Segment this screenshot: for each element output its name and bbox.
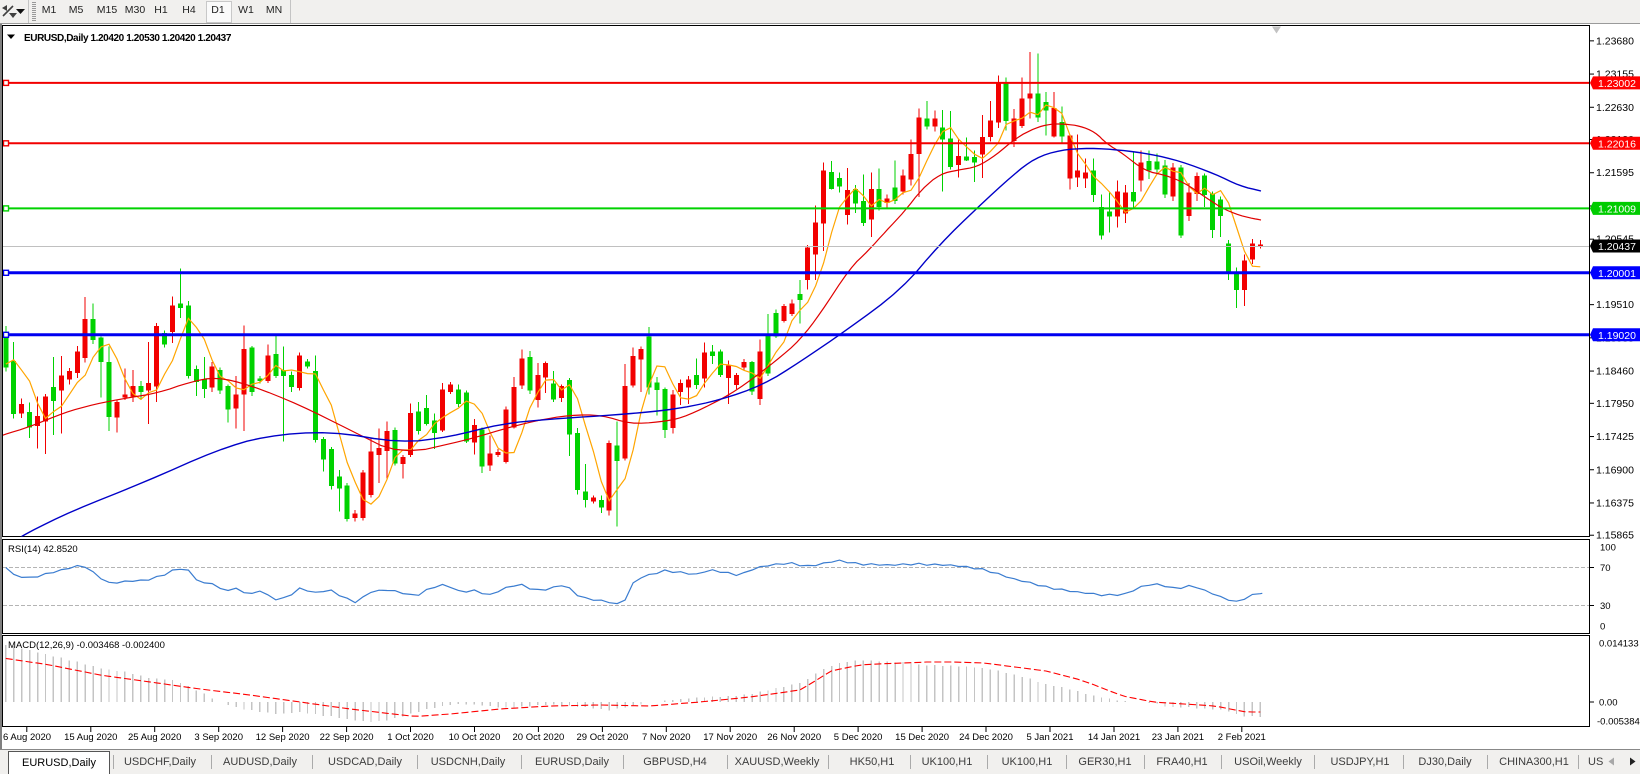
svg-text:23 Jan 2021: 23 Jan 2021 [1152,732,1204,743]
svg-text:RSI(14) 42.8520: RSI(14) 42.8520 [8,544,78,555]
svg-text:12 Sep 2020: 12 Sep 2020 [256,732,310,743]
svg-text:1.18460: 1.18460 [1596,366,1634,378]
svg-text:1.22630: 1.22630 [1596,102,1634,114]
svg-text:1.21009: 1.21009 [1598,203,1636,215]
svg-text:29 Oct 2020: 29 Oct 2020 [577,732,629,743]
svg-text:1.16900: 1.16900 [1596,464,1634,476]
svg-text:1.23680: 1.23680 [1596,35,1634,47]
svg-text:0: 0 [1600,622,1605,633]
svg-text:0.014133: 0.014133 [1599,639,1639,650]
svg-text:70: 70 [1600,563,1611,574]
svg-text:3 Sep 2020: 3 Sep 2020 [194,732,243,743]
svg-text:1 Oct 2020: 1 Oct 2020 [387,732,433,743]
svg-text:7 Nov 2020: 7 Nov 2020 [642,732,691,743]
svg-text:15 Dec 2020: 15 Dec 2020 [895,732,949,743]
svg-text:17 Nov 2020: 17 Nov 2020 [703,732,757,743]
svg-text:6 Aug 2020: 6 Aug 2020 [3,732,51,743]
svg-text:100: 100 [1600,543,1616,554]
svg-text:5 Jan 2021: 5 Jan 2021 [1026,732,1073,743]
svg-text:1.19510: 1.19510 [1596,299,1634,311]
svg-text:14 Jan 2021: 14 Jan 2021 [1088,732,1140,743]
svg-text:1.20001: 1.20001 [1598,268,1636,280]
svg-text:1.21595: 1.21595 [1596,167,1634,179]
svg-text:1.20437: 1.20437 [1598,241,1636,253]
svg-text:26 Nov 2020: 26 Nov 2020 [767,732,821,743]
svg-text:22 Sep 2020: 22 Sep 2020 [320,732,374,743]
svg-text:5 Dec 2020: 5 Dec 2020 [834,732,883,743]
svg-text:15 Aug 2020: 15 Aug 2020 [64,732,117,743]
svg-text:30: 30 [1600,601,1611,612]
svg-text:1.17425: 1.17425 [1596,431,1634,443]
svg-text:24 Dec 2020: 24 Dec 2020 [959,732,1013,743]
svg-text:1.15865: 1.15865 [1596,530,1634,542]
svg-text:1.23002: 1.23002 [1598,78,1636,90]
svg-text:-0.005384: -0.005384 [1597,717,1640,728]
svg-text:1.22016: 1.22016 [1598,138,1636,150]
svg-text:2 Feb 2021: 2 Feb 2021 [1218,732,1266,743]
svg-text:0.00: 0.00 [1599,698,1618,709]
svg-text:25 Aug 2020: 25 Aug 2020 [128,732,181,743]
svg-text:20 Oct 2020: 20 Oct 2020 [513,732,565,743]
svg-text:EURUSD,Daily 1.20420 1.20530: EURUSD,Daily 1.20420 1.20530 1.20420 1.2… [24,33,232,44]
svg-text:10 Oct 2020: 10 Oct 2020 [449,732,501,743]
svg-text:1.17950: 1.17950 [1596,398,1634,410]
svg-text:1.19020: 1.19020 [1598,330,1636,342]
svg-text:1.16375: 1.16375 [1596,497,1634,509]
svg-text:MACD(12,26,9) -0.003468 -0.002: MACD(12,26,9) -0.003468 -0.002400 [8,640,165,651]
